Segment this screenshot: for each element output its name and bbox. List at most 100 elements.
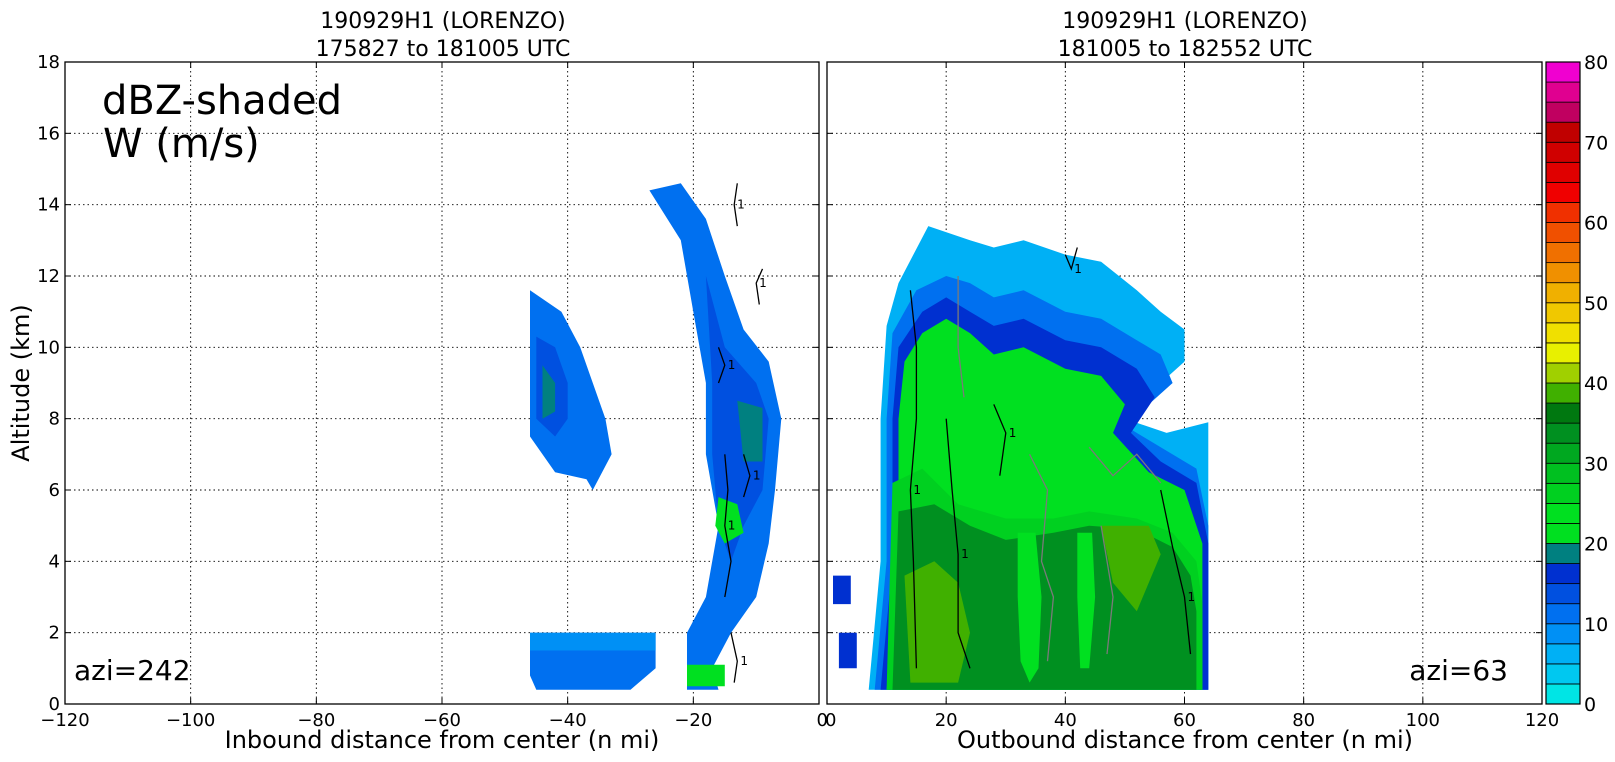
right-reflectivity-field	[833, 226, 1209, 690]
w-contour-label: 1	[753, 469, 761, 483]
right-panel: 190929H1 (LORENZO) 181005 to 182552 UTC …	[825, 9, 1559, 754]
w-contour-label: 1	[961, 547, 969, 561]
w-contour-label: 1	[913, 483, 921, 497]
x-tick-label: −80	[297, 710, 335, 731]
left-azimuth-label: azi=242	[74, 654, 191, 687]
x-tick-label: 0	[817, 710, 828, 731]
left-axis-ticks: −120 −100 −80 −60 −40 −20 0 0 2 4 6 8 10 12 14 16 18	[37, 52, 828, 731]
w-contour-positive	[717, 347, 726, 384]
colorbar-segment	[1545, 161, 1581, 183]
colorbar-frame	[1545, 61, 1581, 705]
dbz-region	[1017, 532, 1042, 683]
colorbar-segment	[1545, 262, 1581, 284]
left-panel: 190929H1 (LORENZO) 175827 to 181005 UTC …	[7, 9, 828, 754]
colorbar-segment	[1545, 242, 1581, 264]
w-contour-positive	[909, 290, 918, 669]
colorbar-segment	[1545, 101, 1581, 123]
dbz-region	[705, 276, 769, 562]
dbz-region	[530, 290, 612, 490]
dbz-region	[1077, 532, 1096, 669]
colorbar-segment	[1545, 422, 1581, 444]
w-contour-label: 1	[728, 519, 736, 533]
colorbar-segment	[1545, 623, 1581, 645]
dbz-region	[687, 664, 725, 687]
colorbar-segment	[1545, 543, 1581, 564]
y-axis-label: Altitude (km)	[7, 304, 35, 461]
colorbar-tick-label: 0	[1584, 694, 1596, 716]
colorbar-segment	[1545, 342, 1581, 364]
left-reflectivity-field	[530, 183, 782, 690]
colorbar-segment	[1545, 61, 1581, 83]
colorbar-tick-label: 70	[1584, 132, 1608, 154]
colorbar-segment	[1545, 523, 1581, 544]
w-contour-positive	[1160, 489, 1192, 655]
colorbar-segment	[1545, 583, 1581, 605]
x-tick-label: −60	[423, 710, 461, 731]
dbz-region	[904, 561, 970, 683]
dbz-region	[530, 632, 656, 651]
x-tick-label: 40	[1054, 710, 1077, 731]
right-title-line1: 190929H1 (LORENZO)	[1062, 9, 1308, 34]
legend-line2: W (m/s)	[103, 121, 260, 167]
w-contour-positive	[742, 454, 751, 498]
colorbar-segment	[1545, 362, 1581, 384]
x-tick-label: 100	[1406, 710, 1440, 731]
colorbar-segment	[1545, 603, 1581, 625]
colorbar-segment	[1545, 121, 1581, 143]
w-contour-positive	[945, 418, 971, 669]
w-contour-positive	[1064, 247, 1078, 271]
dbz-region	[737, 400, 763, 462]
w-contour-label: 1	[737, 198, 745, 212]
left-w-contours: 1 1 1 1 1 1	[717, 183, 767, 683]
y-tick-label: 10	[37, 337, 60, 358]
left-title-line1: 190929H1 (LORENZO)	[320, 9, 566, 34]
colorbar-segment	[1545, 402, 1581, 424]
w-contour-negative	[1100, 525, 1114, 655]
left-title-line2: 175827 to 181005 UTC	[316, 37, 571, 62]
colorbar-tick-label: 60	[1584, 213, 1608, 235]
colorbar-segment	[1545, 181, 1581, 203]
w-contour-label: 1	[1188, 590, 1196, 604]
y-tick-label: 2	[49, 623, 60, 644]
right-title-line2: 181005 to 182552 UTC	[1058, 37, 1313, 62]
dbz-region	[542, 365, 556, 419]
w-contour-negative	[957, 276, 965, 398]
colorbar-segment	[1545, 322, 1581, 344]
legend-line1: dBZ-shaded	[102, 78, 342, 124]
w-contour-negative	[1088, 446, 1162, 484]
w-contour-label: 1	[740, 654, 748, 668]
colorbar-segment	[1545, 382, 1581, 404]
y-tick-label: 6	[49, 480, 60, 501]
colorbar-tick-label: 10	[1584, 614, 1608, 636]
right-axis-ticks: 0 20 40 60 80 100 120	[825, 61, 1559, 731]
x-tick-label: 20	[935, 710, 958, 731]
x-tick-label: −100	[166, 710, 215, 731]
dbz-colorbar: 0 10 20 30 40 50 60 70 80	[1545, 52, 1608, 716]
colorbar-segment	[1545, 663, 1581, 685]
w-contour-positive	[733, 183, 738, 227]
colorbar-segment	[1545, 202, 1581, 223]
colorbar-segment	[1545, 302, 1581, 324]
y-tick-label: 14	[37, 195, 60, 216]
w-contour-positive	[724, 454, 732, 598]
x-tick-label: −40	[549, 710, 587, 731]
x-tick-label: 80	[1292, 710, 1315, 731]
x-tick-label: 120	[1525, 710, 1559, 731]
colorbar-segment	[1545, 222, 1581, 243]
colorbar-segment	[1545, 442, 1581, 464]
colorbar-tick-label: 40	[1584, 373, 1608, 395]
dbz-region	[1101, 525, 1161, 612]
w-contour-positive	[755, 268, 764, 305]
x-tick-label: −120	[40, 710, 89, 731]
w-contour-label: 1	[759, 276, 767, 290]
y-tick-label: 16	[37, 123, 60, 144]
colorbar-tick-label: 80	[1584, 52, 1608, 74]
colorbar-tick-label: 50	[1584, 293, 1608, 315]
colorbar-segment	[1545, 81, 1581, 103]
colorbar-tick-label: 20	[1584, 534, 1608, 556]
y-tick-label: 8	[49, 409, 60, 430]
colorbar-segment	[1545, 141, 1581, 163]
x-tick-label: 0	[825, 710, 836, 731]
w-contour-label: 1	[1074, 262, 1082, 276]
